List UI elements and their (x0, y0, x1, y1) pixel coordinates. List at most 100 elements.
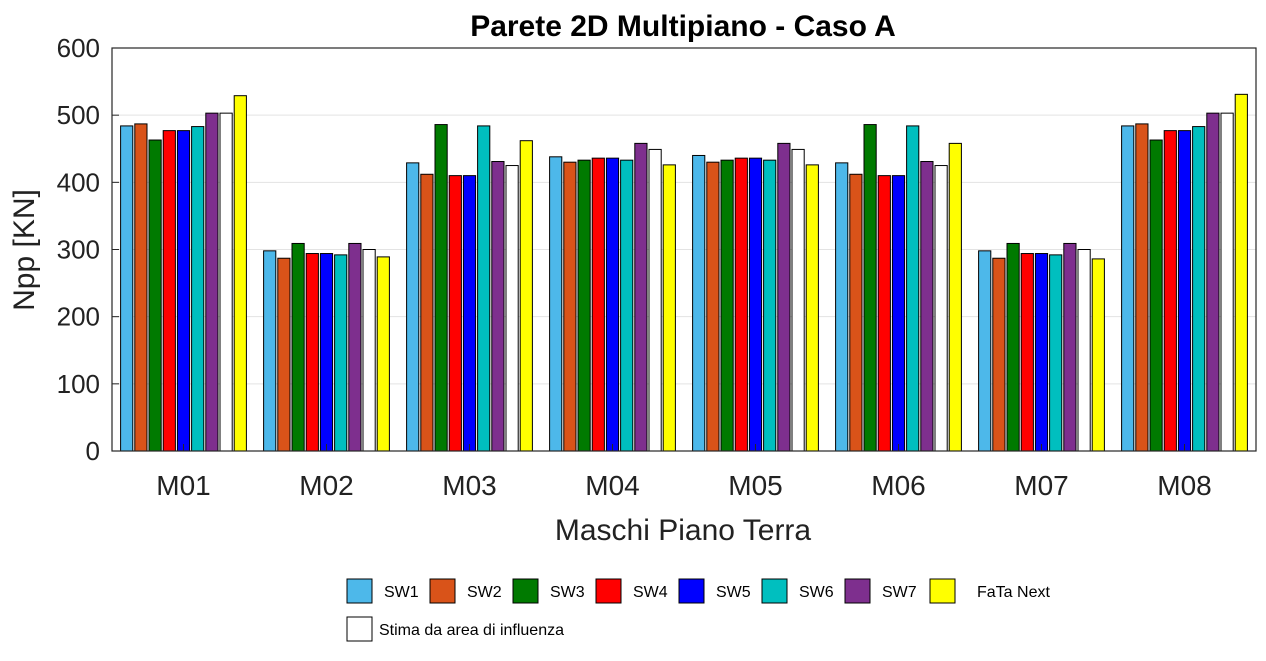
legend-label-sw6: SW6 (799, 584, 834, 601)
legend-label-sw5: SW5 (716, 584, 751, 601)
bar-m02-sw6 (334, 254, 348, 452)
bar-m06-fata-next (948, 142, 962, 452)
bar-m07-sw4 (1020, 253, 1034, 452)
y-tick-label: 300 (57, 235, 100, 265)
bar-m04-fata-next (662, 164, 676, 452)
y-tick-label: 200 (57, 302, 100, 332)
bar-m02-sw5 (319, 253, 334, 452)
bar-m01-sw7 (205, 112, 219, 452)
legend-swatch-sw7 (844, 578, 871, 604)
bar-m05-fata-next (805, 164, 819, 452)
bar-m08-sw5 (1177, 130, 1192, 452)
x-tick-label: M08 (1157, 470, 1211, 501)
bar-m04-sw4 (591, 157, 605, 452)
bar-m03-stima-da-area-di-influenza (505, 165, 519, 452)
bar-m03-sw7 (491, 161, 505, 452)
legend-label-sw4: SW4 (633, 584, 668, 601)
legend-swatch-sw4 (595, 578, 622, 604)
bar-m02-sw4 (305, 253, 319, 452)
bar-m03-fata-next (519, 140, 533, 452)
x-axis-label: Maschi Piano Terra (555, 514, 812, 547)
bar-m05-sw2 (706, 161, 720, 452)
bar-m07-sw2 (992, 257, 1006, 452)
bar-m01-sw5 (176, 130, 191, 452)
bar-m05-sw7 (777, 142, 791, 452)
legend-swatch-sw5 (678, 578, 705, 604)
x-tick-label: M07 (1014, 470, 1068, 501)
legend-label-sw7: SW7 (882, 584, 917, 601)
bar-m08-sw2 (1135, 123, 1149, 452)
bar-m03-sw5 (462, 175, 477, 452)
bar-m01-sw6 (191, 126, 205, 452)
bar-m06-sw4 (877, 175, 891, 452)
bar-m07-sw1 (978, 250, 992, 452)
bars (120, 93, 1248, 452)
x-axis-ticks: M01 M02 M03 M04 M05 M06 M07 M08 (156, 444, 1212, 501)
bar-m06-sw3 (863, 124, 877, 452)
legend: SW1 SW2 SW3 SW4 SW5 SW6 SW7 FaTa Next Stima da a… (346, 578, 1050, 642)
legend-label-sw1: SW1 (384, 584, 419, 601)
legend-swatch-sw3 (512, 578, 539, 604)
bar-m01-sw3 (148, 139, 162, 452)
legend-swatch-sw2 (429, 578, 456, 604)
bar-m01-sw2 (134, 123, 148, 452)
bar-m08-sw1 (1121, 125, 1135, 452)
bar-m07-stima-da-area-di-influenza (1077, 249, 1091, 452)
bar-m06-sw2 (849, 173, 863, 452)
y-tick-label: 600 (57, 33, 100, 63)
bar-m07-sw7 (1063, 242, 1077, 452)
bar-m02-sw1 (263, 250, 277, 452)
bar-m08-fata-next (1234, 93, 1248, 452)
bar-m03-sw4 (448, 175, 462, 452)
bar-m04-sw5 (605, 157, 620, 452)
bar-m03-sw1 (406, 162, 420, 452)
y-axis-ticks: 0 100 200 300 400 500 600 (57, 33, 119, 466)
y-tick-label: 100 (57, 369, 100, 399)
legend-label-sw2: SW2 (467, 584, 502, 601)
bar-m04-sw7 (634, 142, 648, 452)
legend-label-sw3: SW3 (550, 584, 585, 601)
bar-m07-sw5 (1034, 253, 1049, 452)
bar-m03-sw2 (420, 173, 434, 452)
bar-m04-stima-da-area-di-influenza (648, 148, 662, 452)
bar-m08-sw7 (1206, 112, 1220, 452)
bar-m01-fata-next (233, 95, 247, 452)
bar-m07-fata-next (1091, 258, 1105, 452)
y-axis-label: Npp [KN] (8, 189, 41, 311)
y-tick-label: 500 (57, 100, 100, 130)
bar-m01-sw1 (120, 125, 134, 452)
bar-m05-stima-da-area-di-influenza (791, 148, 805, 452)
bar-m05-sw4 (734, 157, 748, 452)
bar-m04-sw1 (549, 156, 563, 452)
x-tick-label: M05 (728, 470, 782, 501)
bar-m01-stima-da-area-di-influenza (219, 112, 233, 452)
bar-m06-sw5 (891, 175, 906, 452)
x-tick-label: M06 (871, 470, 925, 501)
bar-m05-sw5 (748, 157, 763, 452)
x-tick-label: M01 (156, 470, 210, 501)
x-tick-label: M04 (585, 470, 639, 501)
bar-m03-sw3 (434, 124, 448, 452)
bar-m08-sw4 (1163, 130, 1177, 452)
bar-m08-sw3 (1149, 139, 1163, 452)
bar-m07-sw6 (1049, 254, 1063, 452)
legend-swatch-sw6 (761, 578, 788, 604)
legend-label-stima-da-area-di-influenza: Stima da area di influenza (379, 622, 564, 639)
legend-swatch-fata-next (929, 578, 956, 604)
bar-m03-sw6 (477, 125, 491, 452)
bar-m06-sw6 (906, 125, 920, 452)
bar-m02-sw7 (348, 242, 362, 452)
bar-m05-sw3 (720, 159, 734, 452)
bar-m05-sw1 (692, 154, 706, 452)
bar-m04-sw6 (620, 159, 634, 452)
x-tick-label: M03 (442, 470, 496, 501)
bar-m06-stima-da-area-di-influenza (934, 165, 948, 452)
bar-m02-fata-next (376, 256, 390, 452)
bar-m05-sw6 (763, 159, 777, 452)
bar-m02-sw2 (277, 257, 291, 452)
legend-label-fata-next: FaTa Next (977, 584, 1050, 601)
bar-m06-sw7 (920, 161, 934, 452)
y-tick-label: 0 (86, 436, 100, 466)
